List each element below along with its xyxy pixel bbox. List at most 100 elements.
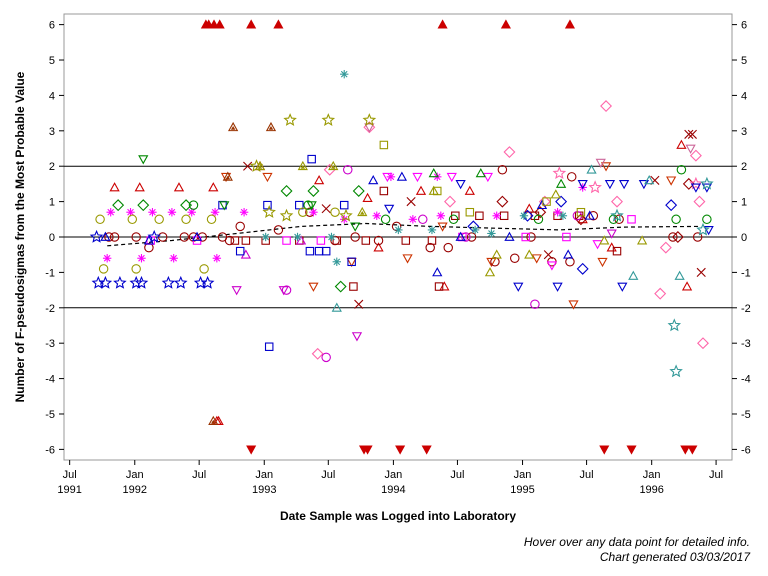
data-point xyxy=(98,275,113,289)
data-point xyxy=(692,232,703,242)
data-point xyxy=(282,236,291,245)
data-point xyxy=(350,232,360,242)
data-point xyxy=(368,175,379,185)
data-point xyxy=(273,19,284,29)
x-tick-label-month: Jul xyxy=(63,469,77,481)
x-tick-label-month: Jan xyxy=(514,469,532,481)
data-point xyxy=(555,178,567,188)
data-point xyxy=(278,286,289,296)
data-point xyxy=(530,299,540,310)
data-point xyxy=(576,262,589,275)
data-point xyxy=(542,197,551,206)
data-point xyxy=(606,229,617,239)
data-point xyxy=(546,261,558,271)
data-point xyxy=(659,241,672,254)
data-point xyxy=(552,166,567,180)
data-point xyxy=(482,172,494,183)
x-tick-label-month: Jan xyxy=(643,469,661,481)
data-point xyxy=(466,232,477,242)
data-point xyxy=(568,300,579,310)
data-point xyxy=(464,185,475,195)
data-point xyxy=(173,182,185,192)
data-point xyxy=(273,225,284,235)
data-point xyxy=(526,232,536,242)
data-point xyxy=(231,286,242,296)
data-point xyxy=(428,185,439,195)
data-point xyxy=(574,213,587,226)
y-tick-label-left: -4 xyxy=(45,374,55,386)
y-tick-label-right: -6 xyxy=(741,444,751,456)
data-point xyxy=(331,302,342,312)
data-point xyxy=(687,129,697,139)
data-point xyxy=(668,232,678,242)
data-point xyxy=(100,231,111,241)
data-point xyxy=(262,205,276,218)
data-point xyxy=(576,207,586,217)
data-point xyxy=(604,179,616,190)
data-point xyxy=(297,160,308,171)
data-point xyxy=(513,282,524,292)
data-point xyxy=(689,149,702,162)
data-point xyxy=(534,206,547,219)
data-point xyxy=(372,211,381,220)
data-point xyxy=(214,19,225,29)
data-point xyxy=(154,214,164,225)
data-point xyxy=(246,19,257,29)
data-point xyxy=(332,257,341,266)
axis-ticks: -6 -6 -5 -5 -4 -4 -3 -3 -2 -2 -1 -1 0 0 1 1 2 2 3 3 4 4 5 5 6 6 Ju… xyxy=(45,20,751,496)
y-tick-label-right: -4 xyxy=(741,374,751,386)
data-point xyxy=(427,225,437,235)
data-point xyxy=(382,172,393,183)
data-point xyxy=(536,199,548,210)
data-point xyxy=(224,235,235,246)
data-point xyxy=(303,200,313,210)
data-point xyxy=(295,235,307,245)
data-point xyxy=(147,229,161,243)
data-point xyxy=(339,208,353,222)
data-point xyxy=(361,236,371,245)
data-point xyxy=(669,364,683,378)
x-tick-label-month: Jan xyxy=(126,469,144,481)
data-point xyxy=(106,208,115,217)
y-tick-label-right: 1 xyxy=(741,197,747,209)
data-point xyxy=(610,208,624,222)
y-tick-label-right: 0 xyxy=(741,232,747,244)
data-point xyxy=(180,199,193,212)
data-point xyxy=(179,232,190,242)
y-tick-label-right: 4 xyxy=(741,90,747,102)
data-point xyxy=(586,164,597,174)
y-tick-label-left: 1 xyxy=(49,197,55,209)
trend-line-path xyxy=(107,222,700,247)
data-point xyxy=(418,214,428,225)
data-point xyxy=(262,172,273,183)
data-point xyxy=(137,254,146,263)
data-point xyxy=(219,201,230,211)
data-point xyxy=(455,179,466,190)
y-tick-label-right: 3 xyxy=(741,126,747,138)
data-point xyxy=(281,285,292,295)
data-point xyxy=(611,195,623,208)
data-point xyxy=(208,415,219,425)
data-point xyxy=(674,270,685,280)
data-point xyxy=(681,281,693,291)
data-point xyxy=(327,232,336,242)
x-axis-title: Date Sample was Logged into Laboratory xyxy=(280,509,516,523)
data-point xyxy=(685,144,696,154)
data-point xyxy=(343,164,353,175)
y-tick-label-left: 4 xyxy=(49,90,55,102)
data-point xyxy=(293,232,302,242)
data-point xyxy=(693,195,706,208)
data-point xyxy=(241,236,251,245)
data-point xyxy=(612,246,622,256)
y-tick-label-left: 5 xyxy=(49,55,55,67)
data-point xyxy=(210,208,220,217)
data-point xyxy=(650,175,660,185)
data-point xyxy=(696,222,710,236)
data-point xyxy=(702,214,712,225)
data-point xyxy=(354,299,364,309)
data-point xyxy=(552,282,563,292)
data-point xyxy=(531,254,542,264)
x-tick-label-year: 1995 xyxy=(510,484,534,496)
data-point xyxy=(553,208,562,217)
